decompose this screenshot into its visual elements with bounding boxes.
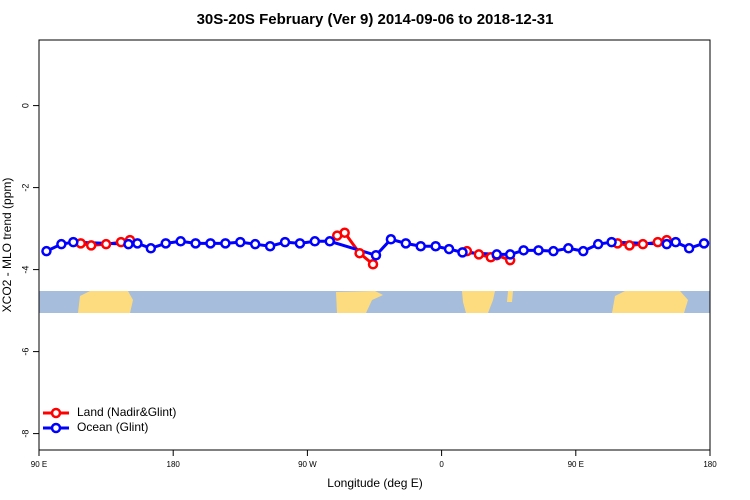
point (175, 236, 186, 247)
y-tick-label: -2 (20, 184, 30, 192)
x-tick-label: 90 E (31, 460, 47, 469)
legend-marker (50, 407, 62, 419)
point (578, 245, 589, 257)
x-tick-label: 90 W (298, 460, 317, 469)
land (507, 291, 513, 302)
land (78, 291, 133, 313)
y-tick-label: -8 (20, 430, 30, 438)
point (430, 240, 441, 252)
point (698, 238, 710, 249)
point (661, 238, 673, 250)
point (518, 245, 529, 256)
point (249, 238, 261, 250)
y-axis-label: XCO2 - MLO trend (ppm) (0, 178, 14, 313)
point (652, 236, 664, 248)
x-tick-label: 180 (703, 460, 717, 469)
map-strip (39, 291, 710, 313)
point (504, 249, 516, 260)
point (294, 238, 306, 249)
legend-label: Ocean (Glint) (77, 420, 148, 434)
point (123, 238, 134, 250)
point (592, 238, 604, 250)
point (473, 249, 485, 260)
point (415, 240, 426, 252)
point (68, 236, 79, 248)
point (205, 238, 216, 249)
x-tick-label: 180 (167, 460, 181, 469)
point (637, 238, 649, 250)
point (548, 245, 559, 257)
x-tick-label: 0 (439, 460, 444, 469)
land (462, 291, 495, 313)
point (339, 227, 350, 238)
point (235, 236, 246, 248)
point (533, 245, 544, 256)
point (385, 234, 397, 245)
point (670, 236, 681, 248)
point (354, 247, 365, 259)
point (279, 236, 291, 248)
point (160, 238, 171, 249)
legend-marker (50, 422, 62, 434)
point (100, 238, 112, 250)
y-tick-label: -4 (20, 266, 30, 274)
point (132, 238, 143, 249)
point (400, 238, 412, 249)
y-tick-label: -6 (20, 348, 30, 356)
point (324, 236, 336, 247)
x-tick-label: 90 E (568, 460, 584, 469)
point (56, 238, 67, 250)
point (624, 240, 635, 251)
point (683, 243, 695, 254)
point (563, 243, 574, 254)
ocean-band (39, 291, 710, 313)
point (370, 250, 382, 261)
land (336, 291, 383, 313)
point (606, 236, 617, 248)
point (491, 249, 503, 260)
point (145, 243, 157, 254)
plot-frame (38, 39, 711, 451)
point (264, 240, 276, 252)
legend-label: Land (Nadir&Glint) (77, 405, 176, 419)
point (367, 259, 379, 270)
chart-title: 30S-20S February (Ver 9) 2014-09-06 to 2… (197, 11, 554, 28)
point (190, 238, 201, 249)
y-tick-label: 0 (20, 103, 30, 108)
land (612, 291, 688, 313)
point (220, 238, 231, 249)
point (457, 247, 468, 258)
x-axis-label: Longitude (deg E) (327, 476, 422, 490)
point (85, 240, 97, 251)
point (41, 245, 52, 257)
point (443, 243, 455, 255)
point (309, 236, 321, 247)
